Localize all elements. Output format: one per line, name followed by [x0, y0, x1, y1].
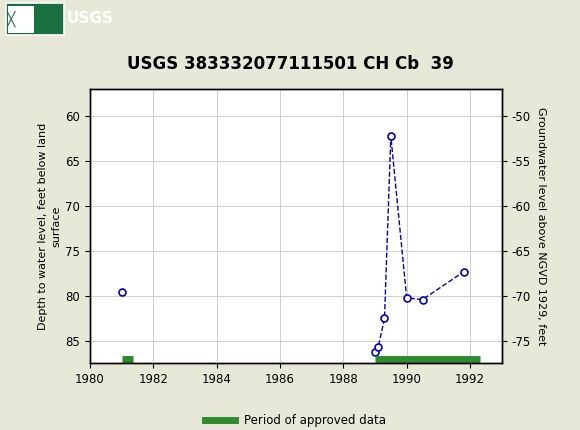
Text: USGS 383332077111501 CH Cb  39: USGS 383332077111501 CH Cb 39: [126, 55, 454, 73]
Bar: [6, 3, 64, 35]
Y-axis label: Groundwater level above NGVD 1929, feet: Groundwater level above NGVD 1929, feet: [536, 107, 546, 346]
FancyBboxPatch shape: [8, 6, 34, 33]
Y-axis label: Depth to water level, feet below land
surface: Depth to water level, feet below land su…: [38, 123, 61, 330]
Text: ╳: ╳: [7, 11, 15, 27]
Legend: Period of approved data: Period of approved data: [201, 409, 391, 430]
Text: USGS: USGS: [67, 12, 114, 26]
